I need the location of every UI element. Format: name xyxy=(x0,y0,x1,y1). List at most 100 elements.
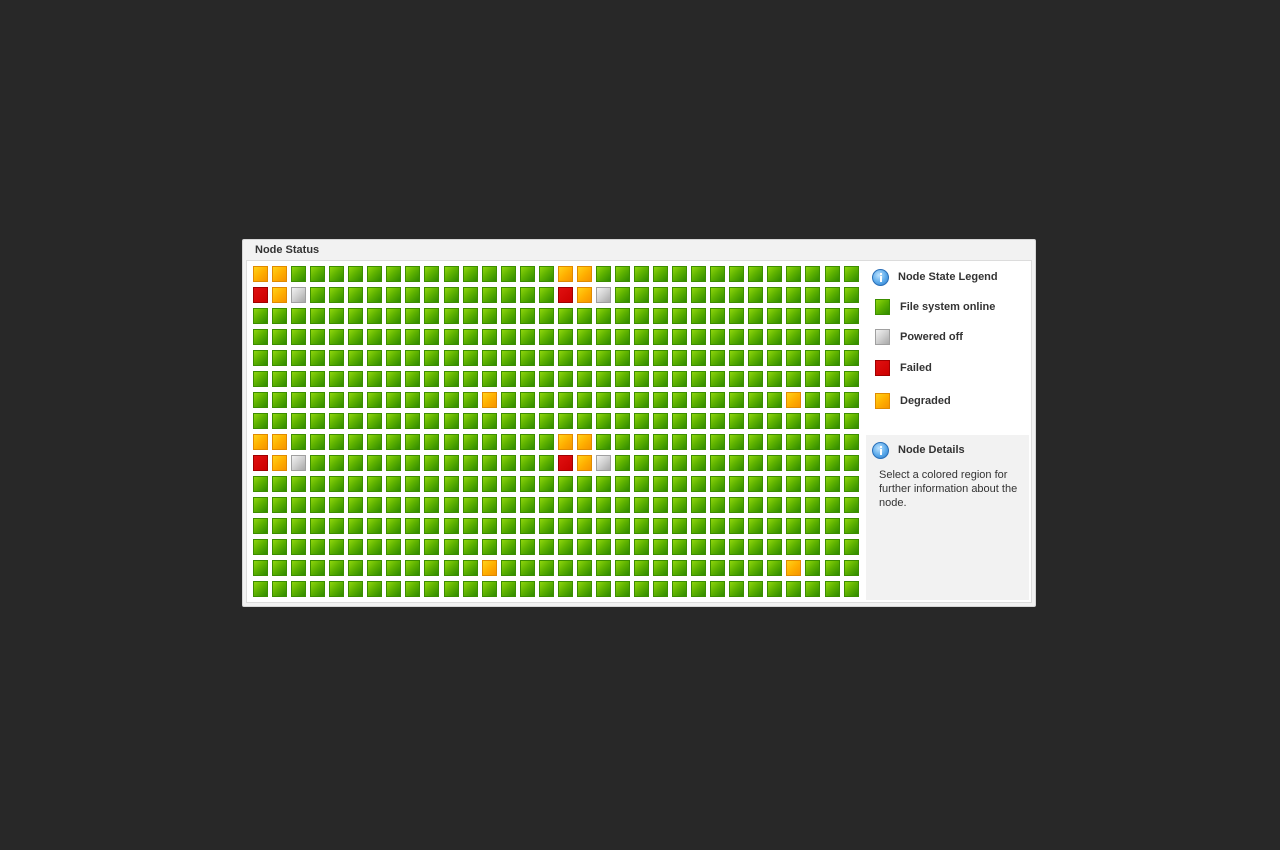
node-cell-online[interactable] xyxy=(767,329,782,345)
node-cell-online[interactable] xyxy=(729,287,744,303)
node-cell-online[interactable] xyxy=(805,266,820,282)
node-cell-online[interactable] xyxy=(558,413,573,429)
node-cell-online[interactable] xyxy=(482,329,497,345)
node-cell-online[interactable] xyxy=(291,434,306,450)
node-cell-online[interactable] xyxy=(405,455,420,471)
node-cell-online[interactable] xyxy=(786,413,801,429)
node-cell-online[interactable] xyxy=(405,518,420,534)
node-cell-online[interactable] xyxy=(596,371,611,387)
node-cell-online[interactable] xyxy=(786,497,801,513)
node-cell-online[interactable] xyxy=(367,350,382,366)
node-cell-online[interactable] xyxy=(520,329,535,345)
node-cell-online[interactable] xyxy=(748,455,763,471)
node-cell-online[interactable] xyxy=(310,413,325,429)
node-cell-degraded[interactable] xyxy=(253,434,268,450)
node-cell-online[interactable] xyxy=(786,581,801,597)
node-cell-online[interactable] xyxy=(329,329,344,345)
node-cell-online[interactable] xyxy=(710,308,725,324)
node-cell-online[interactable] xyxy=(844,266,859,282)
node-cell-online[interactable] xyxy=(691,371,706,387)
node-cell-online[interactable] xyxy=(653,266,668,282)
node-cell-online[interactable] xyxy=(805,329,820,345)
node-cell-online[interactable] xyxy=(539,350,554,366)
node-cell-online[interactable] xyxy=(634,497,649,513)
node-cell-online[interactable] xyxy=(748,476,763,492)
node-cell-online[interactable] xyxy=(463,581,478,597)
node-cell-online[interactable] xyxy=(786,371,801,387)
node-cell-online[interactable] xyxy=(310,434,325,450)
node-cell-degraded[interactable] xyxy=(272,266,287,282)
node-cell-online[interactable] xyxy=(767,518,782,534)
node-cell-online[interactable] xyxy=(539,287,554,303)
node-cell-online[interactable] xyxy=(729,371,744,387)
node-cell-online[interactable] xyxy=(272,308,287,324)
node-cell-online[interactable] xyxy=(329,434,344,450)
node-cell-online[interactable] xyxy=(348,308,363,324)
node-cell-online[interactable] xyxy=(539,308,554,324)
node-cell-online[interactable] xyxy=(539,455,554,471)
node-cell-online[interactable] xyxy=(558,560,573,576)
node-cell-online[interactable] xyxy=(748,392,763,408)
node-cell-online[interactable] xyxy=(805,518,820,534)
node-cell-online[interactable] xyxy=(539,413,554,429)
node-cell-online[interactable] xyxy=(691,560,706,576)
node-cell-online[interactable] xyxy=(691,497,706,513)
node-cell-online[interactable] xyxy=(291,329,306,345)
node-cell-online[interactable] xyxy=(329,266,344,282)
node-cell-degraded[interactable] xyxy=(577,455,592,471)
node-cell-online[interactable] xyxy=(672,392,687,408)
node-cell-online[interactable] xyxy=(463,266,478,282)
node-cell-online[interactable] xyxy=(291,497,306,513)
node-cell-online[interactable] xyxy=(844,392,859,408)
node-cell-failed[interactable] xyxy=(253,287,268,303)
node-cell-online[interactable] xyxy=(615,581,630,597)
node-cell-online[interactable] xyxy=(767,308,782,324)
node-cell-degraded[interactable] xyxy=(272,455,287,471)
node-cell-online[interactable] xyxy=(310,581,325,597)
node-cell-online[interactable] xyxy=(310,560,325,576)
node-cell-online[interactable] xyxy=(482,455,497,471)
node-cell-online[interactable] xyxy=(310,308,325,324)
node-cell-online[interactable] xyxy=(634,581,649,597)
node-cell-online[interactable] xyxy=(463,308,478,324)
node-cell-online[interactable] xyxy=(596,518,611,534)
node-cell-online[interactable] xyxy=(310,371,325,387)
node-cell-online[interactable] xyxy=(767,476,782,492)
node-cell-online[interactable] xyxy=(672,581,687,597)
node-cell-online[interactable] xyxy=(729,308,744,324)
node-cell-online[interactable] xyxy=(520,350,535,366)
node-cell-online[interactable] xyxy=(501,455,516,471)
node-cell-online[interactable] xyxy=(386,497,401,513)
node-cell-online[interactable] xyxy=(615,560,630,576)
node-cell-online[interactable] xyxy=(520,476,535,492)
node-cell-online[interactable] xyxy=(386,518,401,534)
node-cell-online[interactable] xyxy=(367,392,382,408)
node-cell-online[interactable] xyxy=(615,371,630,387)
node-cell-online[interactable] xyxy=(615,392,630,408)
node-cell-online[interactable] xyxy=(615,434,630,450)
node-cell-online[interactable] xyxy=(672,455,687,471)
node-cell-online[interactable] xyxy=(253,476,268,492)
node-cell-online[interactable] xyxy=(253,539,268,555)
node-cell-online[interactable] xyxy=(786,287,801,303)
node-cell-online[interactable] xyxy=(825,518,840,534)
node-cell-online[interactable] xyxy=(748,581,763,597)
node-cell-online[interactable] xyxy=(767,581,782,597)
node-cell-online[interactable] xyxy=(348,413,363,429)
node-cell-online[interactable] xyxy=(786,455,801,471)
node-cell-online[interactable] xyxy=(405,329,420,345)
node-cell-online[interactable] xyxy=(348,539,363,555)
node-cell-online[interactable] xyxy=(710,413,725,429)
node-cell-online[interactable] xyxy=(348,287,363,303)
node-cell-online[interactable] xyxy=(253,371,268,387)
node-cell-online[interactable] xyxy=(710,350,725,366)
node-cell-online[interactable] xyxy=(272,329,287,345)
node-cell-online[interactable] xyxy=(577,518,592,534)
node-cell-online[interactable] xyxy=(272,413,287,429)
node-cell-online[interactable] xyxy=(844,455,859,471)
node-cell-online[interactable] xyxy=(367,539,382,555)
node-cell-online[interactable] xyxy=(386,329,401,345)
node-cell-degraded[interactable] xyxy=(577,266,592,282)
node-cell-online[interactable] xyxy=(653,560,668,576)
node-cell-online[interactable] xyxy=(386,455,401,471)
